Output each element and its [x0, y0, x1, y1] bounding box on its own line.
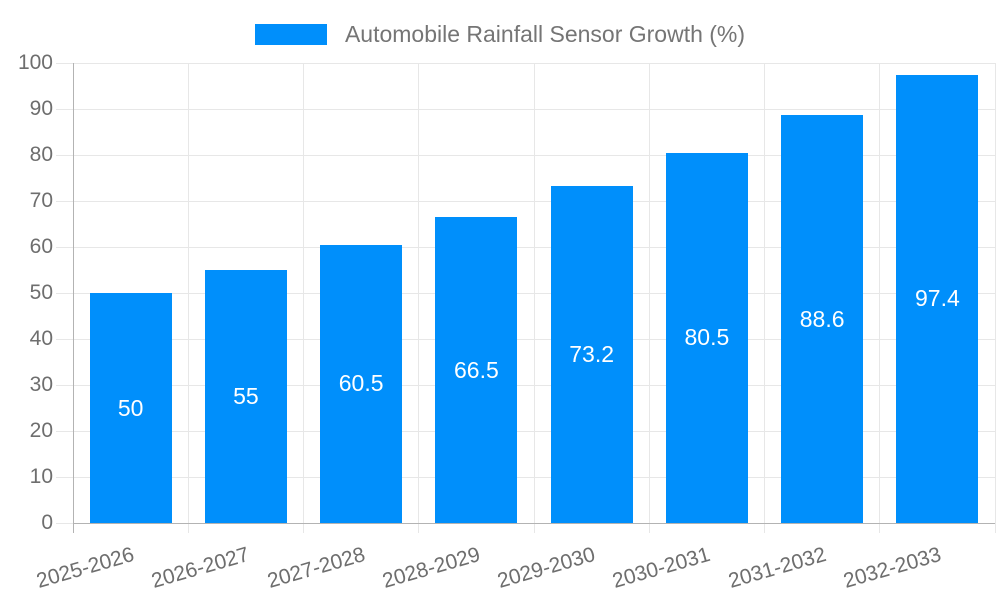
- y-axis-tick-label: 10: [29, 465, 53, 488]
- gridline-vertical: [533, 63, 535, 523]
- x-axis-tick: [994, 523, 996, 533]
- y-axis-tick: [56, 292, 73, 294]
- gridline-vertical: [764, 63, 765, 523]
- x-axis-line: [73, 522, 995, 524]
- y-axis-tick: [56, 430, 73, 432]
- bar-2027-2028[interactable]: 60.5: [320, 244, 403, 523]
- x-axis-tick: [879, 523, 881, 533]
- bar-2031-2032[interactable]: 88.6: [781, 115, 864, 523]
- bar-2029-2030[interactable]: 73.2: [550, 186, 633, 523]
- y-axis-tick: [56, 108, 73, 110]
- x-axis-tick: [764, 523, 765, 533]
- x-axis-tick: [418, 523, 420, 533]
- bar-value-label: 80.5: [684, 324, 730, 351]
- y-axis-tick: [56, 384, 73, 386]
- y-axis-tick: [56, 338, 73, 340]
- x-axis-label: 2028-2029: [379, 543, 483, 593]
- y-axis-tick: [56, 522, 73, 524]
- y-axis-tick: [56, 62, 73, 64]
- y-axis-tick-label: 90: [29, 97, 53, 120]
- bar-2028-2029[interactable]: 66.5: [435, 217, 518, 523]
- bar-value-label: 66.5: [453, 356, 499, 383]
- x-axis-tick: [533, 523, 535, 533]
- y-axis-line: [72, 63, 74, 533]
- x-axis-tick: [303, 523, 304, 533]
- y-axis-tick-label: 60: [29, 235, 53, 258]
- y-axis-tick-label: 50: [29, 281, 53, 304]
- x-axis-label: 2030-2031: [610, 543, 714, 593]
- y-axis-tick-label: 100: [17, 51, 53, 74]
- gridline-vertical: [879, 63, 881, 523]
- y-axis-tick: [56, 154, 73, 156]
- y-axis-tick-label: 80: [29, 143, 53, 166]
- x-axis-label: 2032-2033: [840, 543, 944, 593]
- x-axis-label: 2027-2028: [264, 543, 368, 593]
- gridline-vertical: [187, 63, 189, 523]
- legend[interactable]: Automobile Rainfall Sensor Growth (%): [0, 21, 1000, 48]
- y-axis-tick: [56, 476, 73, 478]
- y-axis-tick-label: 40: [29, 327, 53, 350]
- x-axis-label: 2029-2030: [495, 543, 598, 593]
- y-axis-tick-label: 0: [41, 511, 53, 534]
- bar-value-label: 73.2: [569, 341, 614, 368]
- x-axis-tick: [187, 523, 189, 533]
- y-axis-tick: [56, 246, 73, 248]
- bar-value-label: 60.5: [338, 370, 384, 397]
- bar-2026-2027[interactable]: 55: [204, 270, 287, 523]
- bar-2025-2026[interactable]: 50: [89, 293, 172, 523]
- x-axis-label: 2026-2027: [149, 543, 253, 593]
- gridline-vertical: [303, 63, 304, 523]
- bar-value-label: 50: [117, 394, 144, 421]
- bar-2032-2033[interactable]: 97.4: [896, 74, 979, 523]
- y-axis-tick-label: 20: [29, 419, 53, 442]
- bar-value-label: 97.4: [914, 285, 960, 312]
- legend-swatch[interactable]: [254, 24, 327, 45]
- y-axis-tick: [56, 200, 73, 202]
- gridline-vertical: [648, 63, 650, 523]
- legend-label: Automobile Rainfall Sensor Growth (%): [344, 21, 746, 47]
- bar-2030-2031[interactable]: 80.5: [665, 152, 748, 523]
- x-axis-label: 2031-2032: [725, 543, 829, 593]
- y-axis-tick-label: 70: [29, 189, 53, 212]
- gridline-vertical: [418, 63, 420, 523]
- y-axis-tick-label: 30: [29, 373, 53, 396]
- x-axis-tick: [648, 523, 650, 533]
- gridline-vertical: [994, 63, 996, 523]
- x-axis-label: 2025-2026: [34, 543, 137, 593]
- bar-value-label: 88.6: [799, 305, 845, 332]
- bar-value-label: 55: [233, 383, 259, 409]
